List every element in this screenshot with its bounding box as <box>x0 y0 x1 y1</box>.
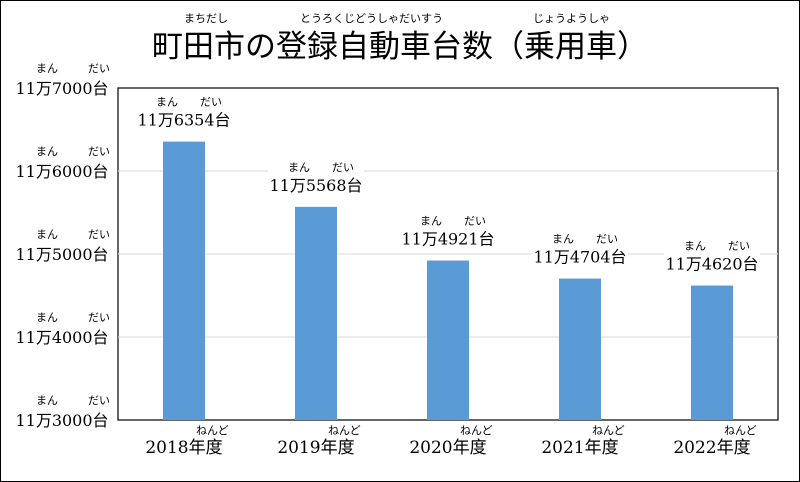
data-label-background <box>532 228 628 269</box>
xtick-label: 2022年度 <box>673 438 750 458</box>
ytick-label: 11万7000台 <box>15 79 108 98</box>
data-label-ruby-man: まん <box>552 233 574 246</box>
ytick-label: 11万5000台 <box>15 245 108 264</box>
data-label: 11万4704台 <box>533 248 626 267</box>
xtick-label: 2018年度 <box>145 438 222 458</box>
xtick-ruby-nendo: ねんど <box>460 424 493 437</box>
ytick-ruby-dai: だい <box>88 394 110 407</box>
data-label: 11万4620台 <box>665 255 758 274</box>
ytick-ruby-man: まん <box>36 311 58 324</box>
data-label-ruby-man: まん <box>288 161 310 174</box>
xtick-label: 2021年度 <box>541 438 618 458</box>
xtick-label: 2019年度 <box>277 438 354 458</box>
data-label-background <box>664 235 760 276</box>
bar <box>427 260 469 420</box>
data-label-ruby-man: まん <box>156 96 178 109</box>
data-label-ruby-dai: だい <box>464 215 486 228</box>
ytick-label: 11万4000台 <box>15 328 108 347</box>
xtick-ruby-nendo: ねんど <box>592 424 625 437</box>
data-label: 11万5568台 <box>269 176 362 195</box>
title-ruby-machidashi: まちだし <box>184 12 228 25</box>
ytick-ruby-man: まん <box>36 62 58 75</box>
ytick-ruby-man: まん <box>36 228 58 241</box>
xtick-ruby-nendo: ねんど <box>328 424 361 437</box>
ytick-ruby-dai: だい <box>88 62 110 75</box>
data-label-ruby-man: まん <box>684 240 706 253</box>
data-label-ruby-dai: だい <box>332 161 354 174</box>
data-label: 11万6354台 <box>137 111 230 130</box>
ytick-ruby-man: まん <box>36 145 58 158</box>
data-label: 11万4921台 <box>401 230 494 249</box>
bar <box>163 141 205 421</box>
data-label-ruby-dai: だい <box>596 233 618 246</box>
data-label-ruby-dai: だい <box>200 96 222 109</box>
title-ruby-tourokujidoushadaisuu: とうろくじどうしゃだいすう <box>300 12 443 25</box>
xtick-label: 2020年度 <box>409 438 486 458</box>
ytick-ruby-man: まん <box>36 394 58 407</box>
ytick-ruby-dai: だい <box>88 228 110 241</box>
bar <box>559 278 601 420</box>
title-ruby-jouyousha: じょうようしゃ <box>533 12 610 25</box>
data-label-background <box>400 210 496 251</box>
chart-title: 町田市の登録自動車台数（乗用車） <box>152 29 648 65</box>
data-label-background <box>136 91 232 132</box>
data-label-ruby-man: まん <box>420 215 442 228</box>
data-label-background <box>268 156 364 197</box>
ytick-label: 11万6000台 <box>15 162 108 181</box>
ytick-label: 11万3000台 <box>15 411 108 430</box>
bar <box>295 206 337 420</box>
bar <box>691 285 733 420</box>
xtick-ruby-nendo: ねんど <box>724 424 757 437</box>
data-label-ruby-dai: だい <box>728 240 750 253</box>
xtick-ruby-nendo: ねんど <box>196 424 229 437</box>
ytick-ruby-dai: だい <box>88 145 110 158</box>
ytick-ruby-dai: だい <box>88 311 110 324</box>
